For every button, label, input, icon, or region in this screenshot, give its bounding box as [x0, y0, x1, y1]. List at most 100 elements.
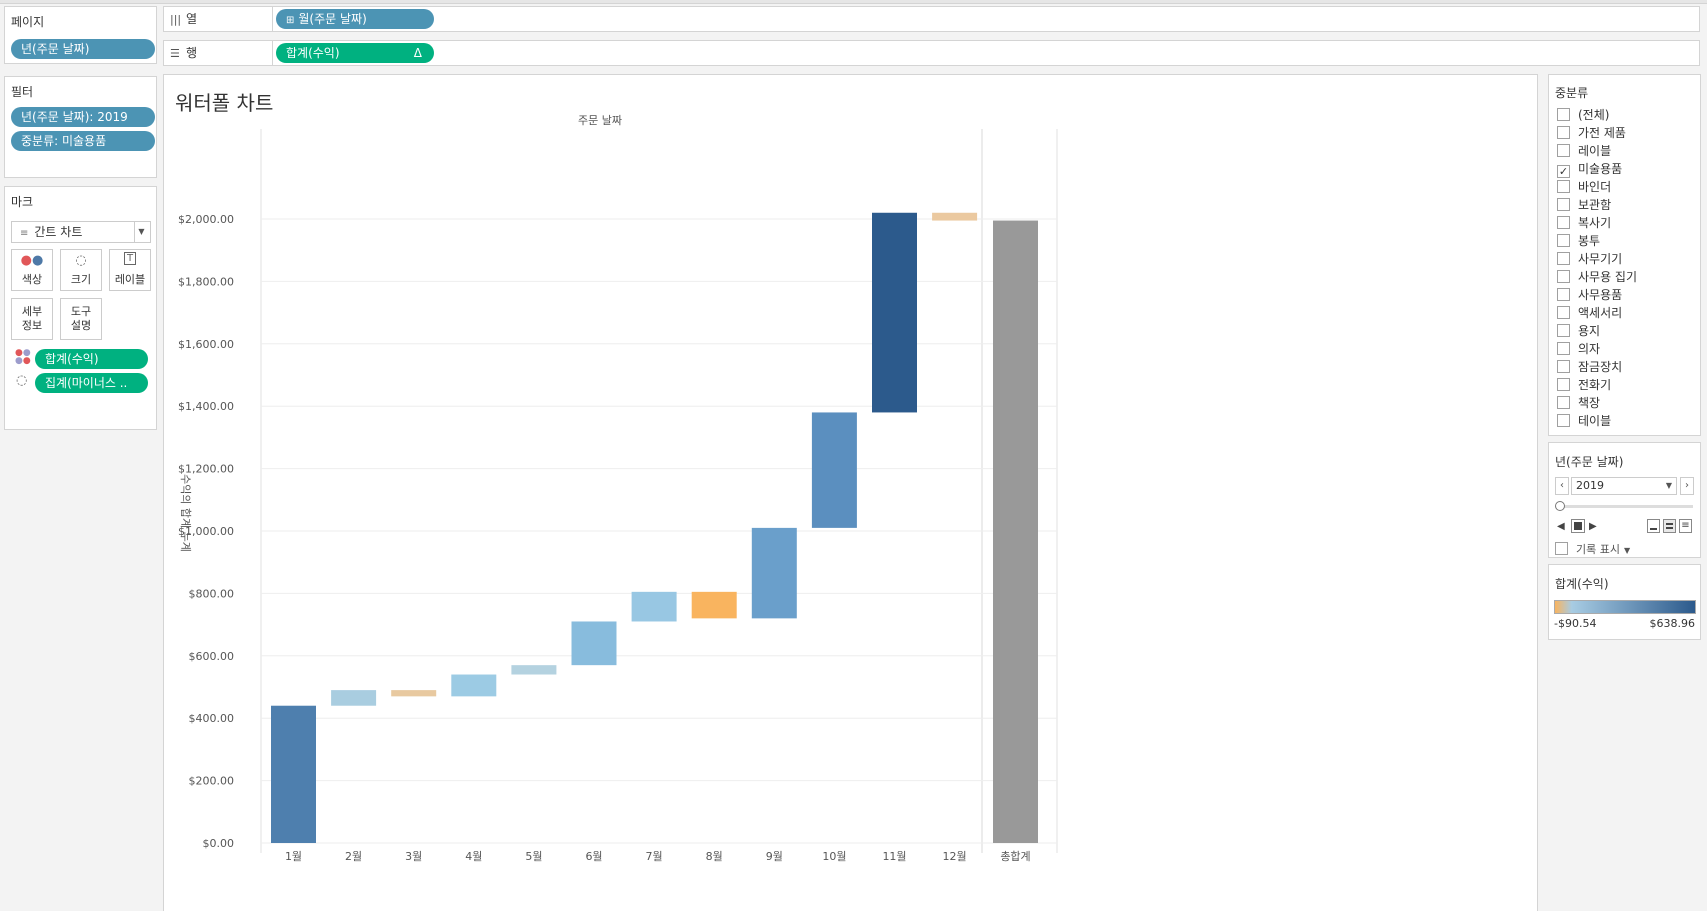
- mark-type-dropdown[interactable]: ≡ 간트 차트 ▼: [11, 221, 151, 243]
- filter-item-label: 바인더: [1578, 180, 1612, 194]
- chevron-down-icon[interactable]: ▼: [1623, 546, 1631, 555]
- rows-label-text: 행: [186, 46, 198, 60]
- y-tick-label: $1,600.00: [178, 338, 234, 351]
- playback-forward-icon[interactable]: ▶: [1589, 521, 1597, 532]
- color-legend-gradient: [1554, 600, 1696, 614]
- size-button-label: 크기: [70, 273, 92, 286]
- x-tick-label: 6월: [585, 850, 602, 863]
- y-tick-label: $800.00: [189, 587, 235, 600]
- filter-item-label: 레이블: [1578, 144, 1612, 158]
- columns-pill-text: 월(주문 날짜): [298, 12, 367, 26]
- x-tick-label: 8월: [706, 850, 723, 863]
- year-prev-button[interactable]: ‹: [1555, 477, 1569, 495]
- pages-pill-year[interactable]: 년(주문 날짜): [11, 39, 155, 59]
- filter-item-label: 잠금장치: [1578, 360, 1623, 374]
- filter-item[interactable]: 책장: [1557, 395, 1600, 413]
- checkbox[interactable]: [1557, 198, 1570, 211]
- year-slider-track[interactable]: [1557, 505, 1693, 508]
- checkbox[interactable]: [1557, 378, 1570, 391]
- checkbox[interactable]: [1557, 414, 1570, 427]
- x-tick-label: 12월: [943, 850, 967, 863]
- delta-icon: Δ: [413, 46, 422, 60]
- x-tick-label: 총합계: [1000, 850, 1030, 863]
- color-field-pill[interactable]: 합계(수익): [35, 349, 148, 369]
- label-button[interactable]: T 레이블: [109, 249, 151, 291]
- history-checkbox[interactable]: [1555, 542, 1568, 555]
- playback-stop-icon[interactable]: [1571, 519, 1585, 533]
- filter-item-label: (전체): [1578, 108, 1610, 122]
- filter-item[interactable]: (전체): [1557, 107, 1609, 125]
- filter-item[interactable]: 가전 제품: [1557, 125, 1626, 143]
- tooltip-button[interactable]: 도구 설명: [60, 298, 102, 340]
- history-toggle[interactable]: 기록 표시 ▼: [1555, 541, 1630, 557]
- chevron-down-icon: ▼: [134, 222, 148, 242]
- checkbox[interactable]: [1557, 144, 1570, 157]
- filter-item[interactable]: 잠금장치: [1557, 359, 1622, 377]
- history-label: 기록 표시: [1576, 543, 1620, 556]
- filter-item-label: 의자: [1578, 342, 1601, 356]
- checkbox[interactable]: [1557, 306, 1570, 319]
- y-tick-label: $0.00: [203, 837, 235, 850]
- filter-item[interactable]: 사무기기: [1557, 251, 1622, 269]
- checkbox[interactable]: [1557, 396, 1570, 409]
- filter-pill-subcategory[interactable]: 중분류: 미술용품: [11, 131, 155, 151]
- year-filter-card: 년(주문 날짜) ‹ 2019 ▼ › ◀ ▶ ≡ 기록 표시 ▼: [1548, 442, 1701, 558]
- playback-back-icon[interactable]: ◀: [1557, 521, 1565, 532]
- bar-10: [811, 412, 857, 528]
- filter-item[interactable]: 레이블: [1557, 143, 1611, 161]
- filter-item[interactable]: 의자: [1557, 341, 1600, 359]
- filter-item[interactable]: 사무용품: [1557, 287, 1622, 305]
- bar-8: [691, 591, 737, 619]
- checkbox[interactable]: [1557, 342, 1570, 355]
- filter-item[interactable]: ✓ 미술용품: [1557, 161, 1622, 179]
- filter-item[interactable]: 전화기: [1557, 377, 1611, 395]
- year-next-button[interactable]: ›: [1680, 477, 1694, 495]
- checkbox[interactable]: [1557, 360, 1570, 373]
- subcategory-filter-title: 중분류: [1555, 86, 1589, 100]
- pages-card: 페이지 년(주문 날짜): [4, 6, 157, 64]
- x-tick-label: 7월: [646, 850, 663, 863]
- filter-item[interactable]: 사무용 집기: [1557, 269, 1637, 287]
- label-button-label: 레이블: [114, 273, 146, 286]
- color-button-label: 색상: [21, 273, 43, 286]
- checkbox[interactable]: [1557, 288, 1570, 301]
- size-button[interactable]: ◌ 크기: [60, 249, 102, 291]
- x-tick-label: 11월: [882, 850, 906, 863]
- checkbox-checked[interactable]: ✓: [1557, 165, 1570, 178]
- columns-pill-month[interactable]: ⊞ 월(주문 날짜): [276, 9, 434, 29]
- x-tick-label: 4월: [465, 850, 482, 863]
- x-tick-label: 3월: [405, 850, 422, 863]
- checkbox[interactable]: [1557, 108, 1570, 121]
- year-slider-handle[interactable]: [1555, 501, 1565, 511]
- rows-pill-profit[interactable]: 합계(수익) Δ: [276, 43, 434, 63]
- filter-item-label: 전화기: [1578, 378, 1612, 392]
- checkbox[interactable]: [1557, 252, 1570, 265]
- waterfall-chart: $0.00 $200.00 $400.00 $600.00 $800.00 $1,000.…: [178, 114, 1058, 863]
- detail-button[interactable]: 세부 정보: [11, 298, 53, 340]
- filter-item[interactable]: 봉투: [1557, 233, 1600, 251]
- checkbox[interactable]: [1557, 324, 1570, 337]
- checkbox[interactable]: [1557, 126, 1570, 139]
- checkbox[interactable]: [1557, 234, 1570, 247]
- filter-item[interactable]: 보관함: [1557, 197, 1611, 215]
- checkbox[interactable]: [1557, 216, 1570, 229]
- speed-fast-icon[interactable]: ≡: [1679, 519, 1692, 533]
- color-legend-card: 합계(수익) -$90.54 $638.96: [1548, 564, 1701, 640]
- filter-item[interactable]: 테이블: [1557, 413, 1611, 431]
- filter-item[interactable]: 액세서리: [1557, 305, 1622, 323]
- checkbox[interactable]: [1557, 180, 1570, 193]
- y-axis-title: 수익의 합계 누계: [179, 474, 192, 552]
- filter-pill-year[interactable]: 년(주문 날짜): 2019: [11, 107, 155, 127]
- speed-medium-icon[interactable]: [1663, 519, 1676, 533]
- filter-item-label: 복사기: [1578, 216, 1612, 230]
- color-button[interactable]: ●● 색상: [11, 249, 53, 291]
- filter-item[interactable]: 복사기: [1557, 215, 1611, 233]
- speed-slow-icon[interactable]: [1647, 519, 1660, 533]
- checkbox[interactable]: [1557, 270, 1570, 283]
- size-field-pill[interactable]: 집계(마이너스 ..: [35, 373, 148, 393]
- year-dropdown[interactable]: 2019 ▼: [1571, 477, 1677, 495]
- y-tick-label: $2,000.00: [178, 213, 234, 226]
- gantt-icon: ≡: [20, 228, 29, 239]
- filter-item[interactable]: 용지: [1557, 323, 1600, 341]
- filter-item[interactable]: 바인더: [1557, 179, 1611, 197]
